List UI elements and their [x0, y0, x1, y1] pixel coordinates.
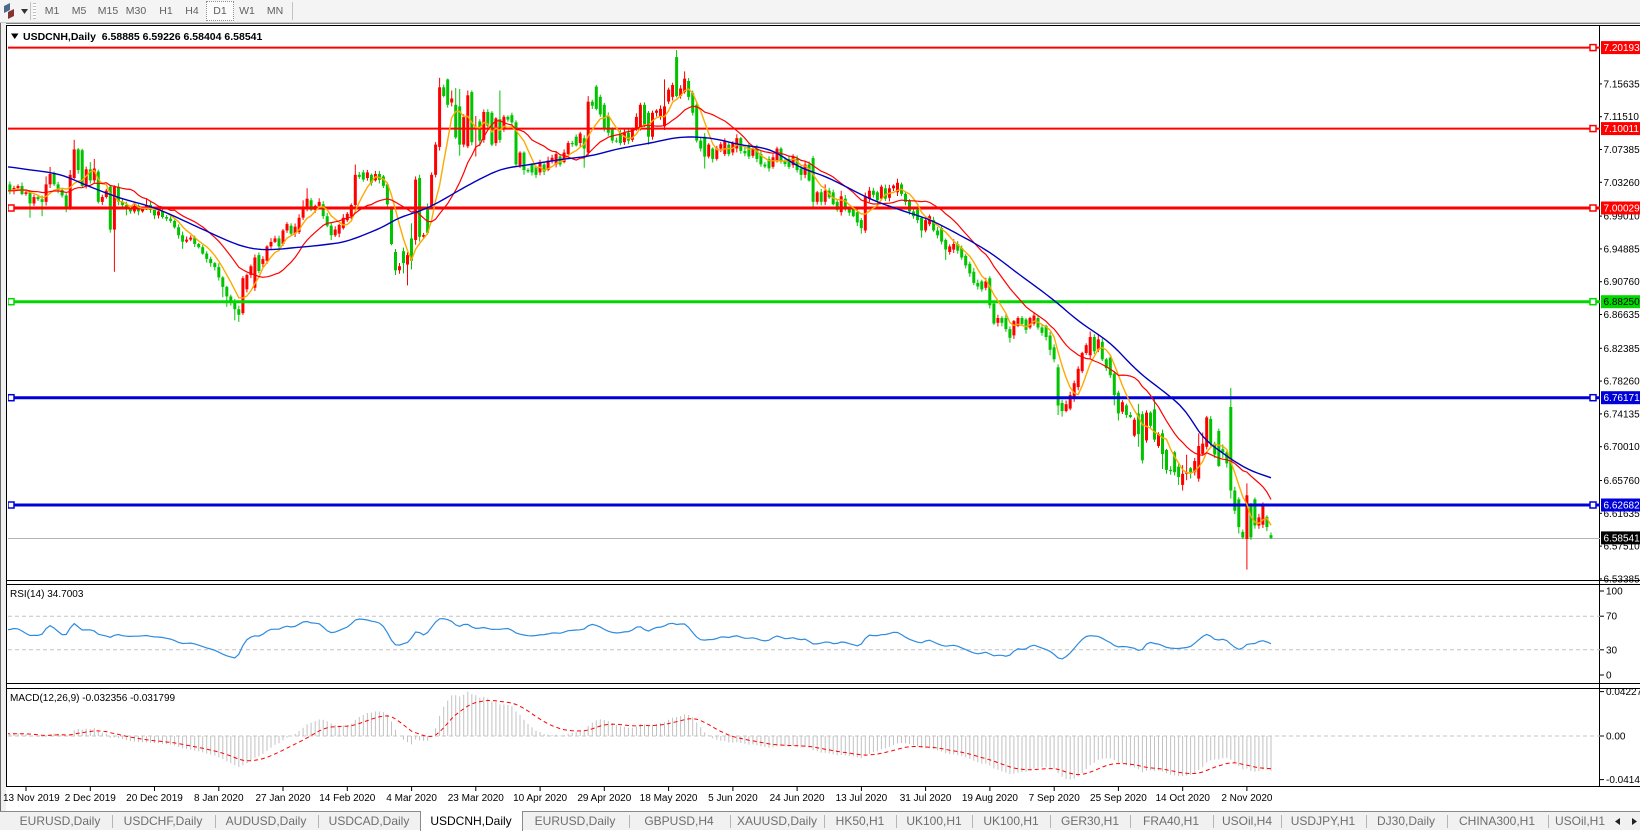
- svg-text:29 Apr 2020: 29 Apr 2020: [577, 793, 631, 804]
- svg-text:7.07385: 7.07385: [1604, 145, 1640, 156]
- svg-text:6.53385: 6.53385: [1604, 574, 1640, 585]
- svg-text:6.76171: 6.76171: [1604, 393, 1640, 404]
- svg-text:25 Sep 2020: 25 Sep 2020: [1090, 793, 1147, 804]
- svg-text:30: 30: [1606, 645, 1618, 656]
- svg-text:70: 70: [1606, 612, 1618, 623]
- svg-text:0.00: 0.00: [1606, 732, 1626, 743]
- svg-text:MACD(12,26,9) -0.032356 -0.031: MACD(12,26,9) -0.032356 -0.031799: [10, 693, 176, 704]
- svg-text:13 Jul 2020: 13 Jul 2020: [836, 793, 888, 804]
- svg-text:6.94885: 6.94885: [1604, 244, 1640, 255]
- svg-text:7.20193: 7.20193: [1604, 43, 1640, 54]
- svg-text:6.82385: 6.82385: [1604, 344, 1640, 355]
- svg-text:24 Jun 2020: 24 Jun 2020: [770, 793, 825, 804]
- svg-text:0: 0: [1606, 671, 1612, 682]
- svg-text:20 Dec 2019: 20 Dec 2019: [126, 793, 183, 804]
- svg-text:6.88250: 6.88250: [1604, 297, 1640, 308]
- svg-text:27 Jan 2020: 27 Jan 2020: [255, 793, 310, 804]
- svg-text:6.58541: 6.58541: [1604, 533, 1640, 544]
- svg-text:19 Aug 2020: 19 Aug 2020: [962, 793, 1019, 804]
- svg-text:18 May 2020: 18 May 2020: [640, 793, 698, 804]
- svg-text:2 Nov 2020: 2 Nov 2020: [1221, 793, 1273, 804]
- svg-text:7.15635: 7.15635: [1604, 79, 1640, 90]
- svg-text:5 Jun 2020: 5 Jun 2020: [708, 793, 758, 804]
- svg-text:6.78260: 6.78260: [1604, 377, 1640, 388]
- svg-text:7.10011: 7.10011: [1604, 124, 1640, 135]
- svg-text:31 Jul 2020: 31 Jul 2020: [900, 793, 952, 804]
- svg-text:6.70010: 6.70010: [1604, 442, 1640, 453]
- svg-text:6.86635: 6.86635: [1604, 310, 1640, 321]
- svg-text:6.74135: 6.74135: [1604, 409, 1640, 420]
- svg-text:7.00029: 7.00029: [1604, 204, 1640, 215]
- svg-text:7 Sep 2020: 7 Sep 2020: [1029, 793, 1081, 804]
- svg-text:7.03260: 7.03260: [1604, 178, 1640, 189]
- svg-text:8 Jan 2020: 8 Jan 2020: [194, 793, 244, 804]
- svg-text:10 Apr 2020: 10 Apr 2020: [513, 793, 567, 804]
- svg-text:-0.04148: -0.04148: [1606, 775, 1640, 786]
- svg-text:RSI(14) 34.7003: RSI(14) 34.7003: [10, 589, 84, 600]
- svg-text:6.65760: 6.65760: [1604, 476, 1640, 487]
- svg-text:13 Nov 2019: 13 Nov 2019: [3, 793, 60, 804]
- svg-text:6.62682: 6.62682: [1604, 501, 1640, 512]
- svg-text:6.90760: 6.90760: [1604, 277, 1640, 288]
- svg-text:4 Mar 2020: 4 Mar 2020: [386, 793, 437, 804]
- svg-text:2 Dec 2019: 2 Dec 2019: [65, 793, 117, 804]
- svg-text:23 Mar 2020: 23 Mar 2020: [448, 793, 505, 804]
- svg-text:USDCNH,Daily 6.58885 6.59226: USDCNH,Daily 6.58885 6.59226 6.58404 6.5…: [23, 31, 262, 43]
- svg-text:14 Feb 2020: 14 Feb 2020: [319, 793, 376, 804]
- svg-text:7.11510: 7.11510: [1604, 112, 1640, 123]
- svg-text:14 Oct 2020: 14 Oct 2020: [1155, 793, 1210, 804]
- svg-text:0.042275: 0.042275: [1606, 687, 1640, 698]
- svg-text:100: 100: [1606, 587, 1623, 598]
